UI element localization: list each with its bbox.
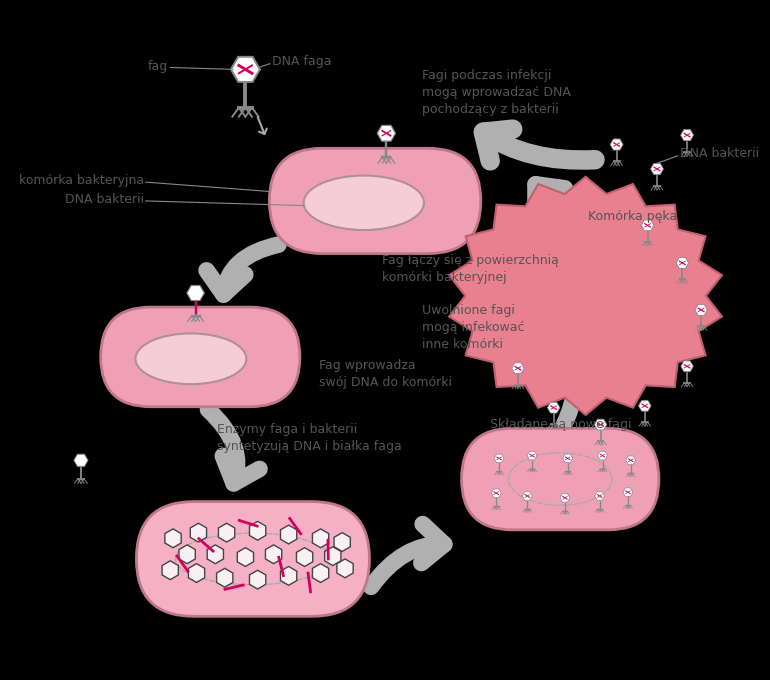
Text: Składane są nowe fagi: Składane są nowe fagi [490,418,631,431]
Polygon shape [296,547,313,566]
Polygon shape [266,545,282,564]
Polygon shape [610,139,623,150]
Polygon shape [681,130,694,141]
Polygon shape [74,454,88,466]
Polygon shape [313,529,329,547]
Polygon shape [249,571,266,589]
Polygon shape [695,305,708,316]
Polygon shape [190,523,206,542]
Text: komórka bakteryjna: komórka bakteryjna [18,174,144,187]
Polygon shape [594,419,607,430]
Polygon shape [676,258,688,269]
Polygon shape [623,488,633,496]
Polygon shape [237,547,253,566]
Polygon shape [491,489,501,498]
Polygon shape [626,456,636,464]
Text: Komórka pęka: Komórka pęka [588,209,678,222]
Polygon shape [651,163,664,175]
Polygon shape [594,492,604,500]
Polygon shape [336,559,353,578]
FancyBboxPatch shape [136,502,370,616]
Polygon shape [522,492,532,500]
Polygon shape [280,525,296,544]
Text: DNA bakterii: DNA bakterii [680,148,758,160]
Polygon shape [641,220,654,231]
Text: Fagi podczas infekcji
mogą wprowadzać DNA
pochodzący z bakterii: Fagi podczas infekcji mogą wprowadzać DN… [422,69,571,116]
Polygon shape [494,454,504,462]
FancyArrowPatch shape [371,524,444,587]
Text: Enzymy faga i bakterii
syntetyzują DNA i białka faga: Enzymy faga i bakterii syntetyzują DNA i… [217,423,402,453]
Polygon shape [165,529,181,547]
FancyBboxPatch shape [461,428,659,530]
Ellipse shape [136,333,246,384]
Polygon shape [547,403,560,413]
FancyBboxPatch shape [270,148,480,254]
Polygon shape [560,494,570,502]
FancyArrowPatch shape [206,245,279,294]
Polygon shape [512,363,524,373]
Text: fag: fag [148,60,169,73]
FancyArrowPatch shape [208,409,259,483]
Polygon shape [207,545,223,564]
Polygon shape [231,57,259,82]
Text: Uwolnione fagi
mogą infekować
inne komórki: Uwolnione fagi mogą infekować inne komór… [422,304,524,352]
Polygon shape [325,547,341,566]
Polygon shape [449,177,722,415]
FancyArrowPatch shape [562,361,596,424]
Polygon shape [249,522,266,540]
Polygon shape [216,568,233,587]
Text: DNA bakterii: DNA bakterii [65,192,144,205]
Text: DNA faga: DNA faga [272,55,331,68]
Ellipse shape [303,175,424,230]
Polygon shape [280,566,296,585]
FancyArrowPatch shape [535,184,565,245]
Polygon shape [377,125,396,141]
Polygon shape [598,452,608,460]
Text: Fag wprowadza
swój DNA do komórki: Fag wprowadza swój DNA do komórki [319,359,452,389]
Polygon shape [179,545,196,564]
Text: Fag łączy się z powierzchnią
komórki bakteryjnej: Fag łączy się z powierzchnią komórki bak… [382,254,558,284]
Polygon shape [334,532,350,551]
Polygon shape [313,564,329,583]
Polygon shape [162,561,179,579]
Polygon shape [563,454,573,462]
Polygon shape [187,286,204,301]
Polygon shape [219,523,235,542]
Polygon shape [527,452,537,460]
Polygon shape [189,564,205,583]
Polygon shape [681,361,693,372]
Polygon shape [638,401,651,411]
FancyArrowPatch shape [484,129,595,161]
FancyBboxPatch shape [101,307,300,407]
